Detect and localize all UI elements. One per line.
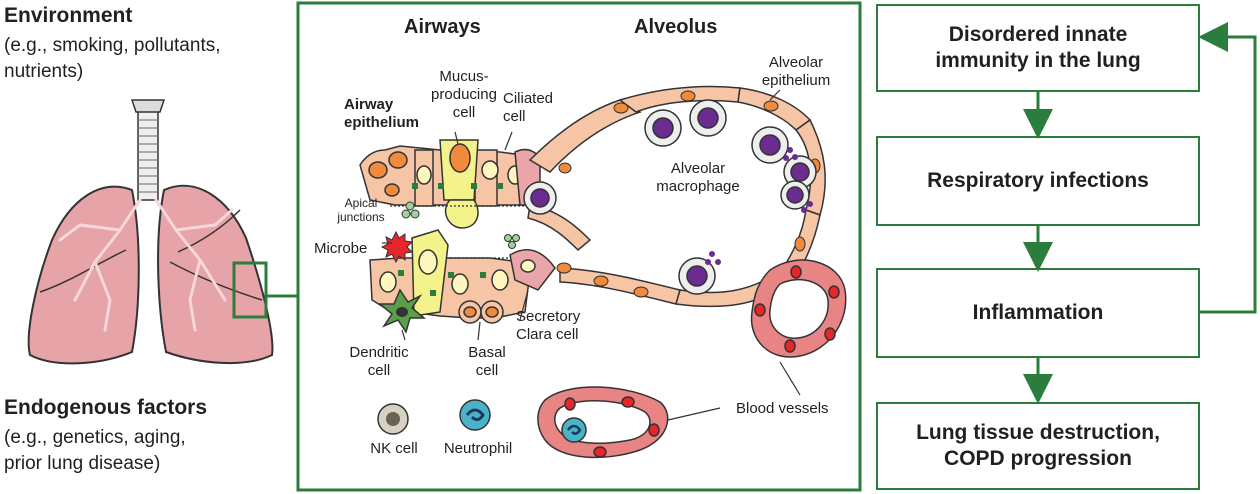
- ciliated-cell-label: Ciliated cell: [503, 90, 554, 125]
- alveolus-title: Alveolus: [634, 16, 718, 38]
- endogenous-title: Endogenous factors: [4, 396, 208, 419]
- endogenous-examples-line1: (e.g., genetics, aging,: [4, 427, 186, 448]
- blood-vessel-right: [750, 259, 847, 358]
- apical-junctions-label: Apical junctions: [337, 196, 385, 224]
- nk-cell-label: NK cell: [370, 440, 418, 457]
- flow-box-respiratory-infections: Respiratory infections: [876, 136, 1200, 226]
- microbe: [380, 230, 414, 264]
- alveolar-epithelium-label: Alveolar epithelium: [761, 54, 831, 89]
- neutrophil-glyph: [459, 399, 491, 431]
- flow-arrows: [1023, 22, 1257, 404]
- environment-title: Environment: [4, 4, 133, 27]
- apical-junction-marks: [412, 183, 503, 189]
- airway-epithelium-label: Airway epithelium: [344, 96, 420, 131]
- airway-epithelium-upper: [359, 139, 541, 229]
- endogenous-examples-line2: prior lung disease): [4, 453, 161, 474]
- zoom-box: [232, 261, 268, 319]
- basal-cell-label: Basal cell: [468, 344, 506, 379]
- environment-examples-line1: (e.g., smoking, pollutants,: [4, 35, 221, 56]
- airway-epithelium-lower: [369, 229, 556, 324]
- alveolar-macrophage-label: Alveolar macrophage: [656, 160, 740, 195]
- microbe-label: Microbe: [314, 240, 368, 257]
- dendritic-cell-label: Dendritic cell: [349, 344, 409, 379]
- trachea: [130, 99, 166, 201]
- alveolar-macrophages: [523, 99, 817, 295]
- blood-vessel-bottom: [537, 386, 669, 459]
- neutrophil-label: Neutrophil: [443, 440, 513, 457]
- left-lung: [27, 185, 140, 365]
- flow-box-lung-destruction: Lung tissue destruction, COPD progressio…: [876, 402, 1200, 490]
- flow-box-disordered-immunity: Disordered innate immunity in the lung: [876, 4, 1200, 92]
- airways-title: Airways: [404, 16, 481, 38]
- central-panel-frame: [296, 1, 862, 492]
- secretory-cell-label: Secretory Clara cell: [516, 308, 581, 343]
- lungs-illustration: [27, 99, 298, 365]
- mucus-cell-label: Mucus- producing cell: [431, 68, 497, 121]
- nk-cell-glyph: [377, 403, 409, 435]
- environment-examples-line2: nutrients): [4, 61, 84, 82]
- right-lung: [157, 184, 274, 365]
- dendritic-cell: [377, 288, 427, 334]
- flow-box-inflammation: Inflammation: [876, 268, 1200, 358]
- blood-vessels-label: Blood vessels: [736, 400, 829, 417]
